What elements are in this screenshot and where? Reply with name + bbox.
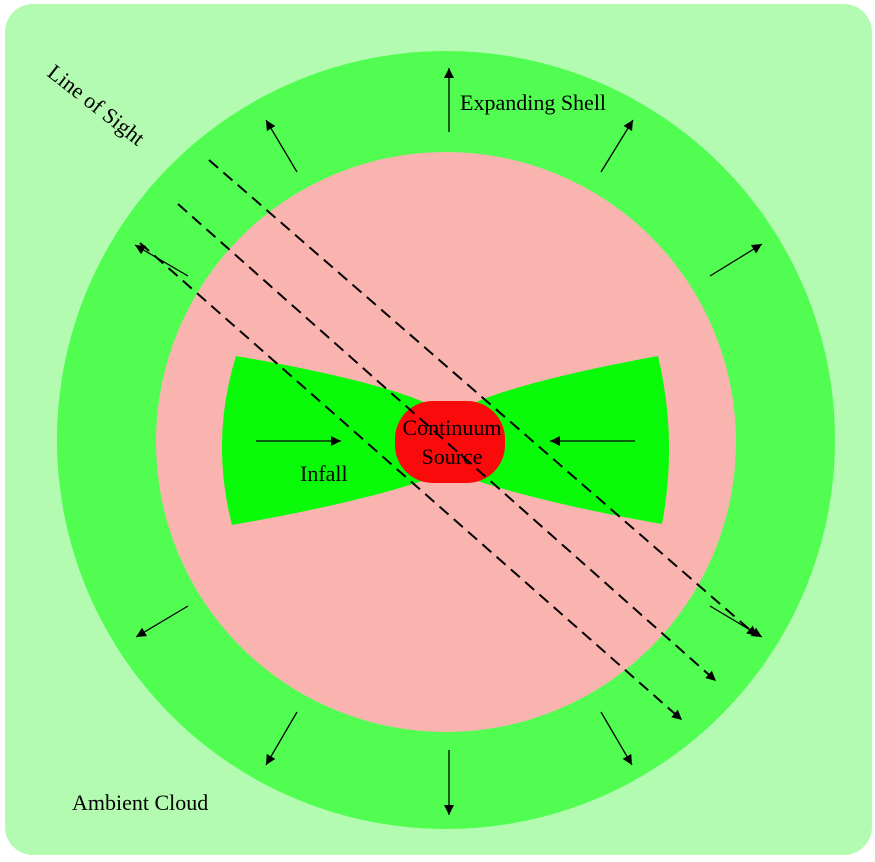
- dashed-arrow-icon: [208, 159, 758, 637]
- outward-arrow-icon: [600, 711, 633, 766]
- outward-arrow-icon: [134, 244, 189, 277]
- outward-arrow-icon: [600, 119, 634, 173]
- continuum-source: [395, 401, 505, 483]
- outward-arrow-icon: [265, 711, 298, 766]
- source-label: Source: [421, 444, 482, 469]
- outward-arrow-icon: [709, 243, 763, 277]
- continuum-label: Continuum: [402, 415, 501, 440]
- infall-label: Infall: [300, 461, 348, 486]
- expanding-shell-label: Expanding Shell: [460, 90, 606, 115]
- ambient-cloud-label: Ambient Cloud: [72, 790, 208, 815]
- dashed-arrow-icon: [139, 242, 683, 721]
- outward-arrow-icon: [265, 119, 298, 173]
- dashed-arrow-icon: [177, 203, 717, 682]
- lines-of-sight: [139, 159, 758, 721]
- outward-arrow-icon: [135, 605, 189, 638]
